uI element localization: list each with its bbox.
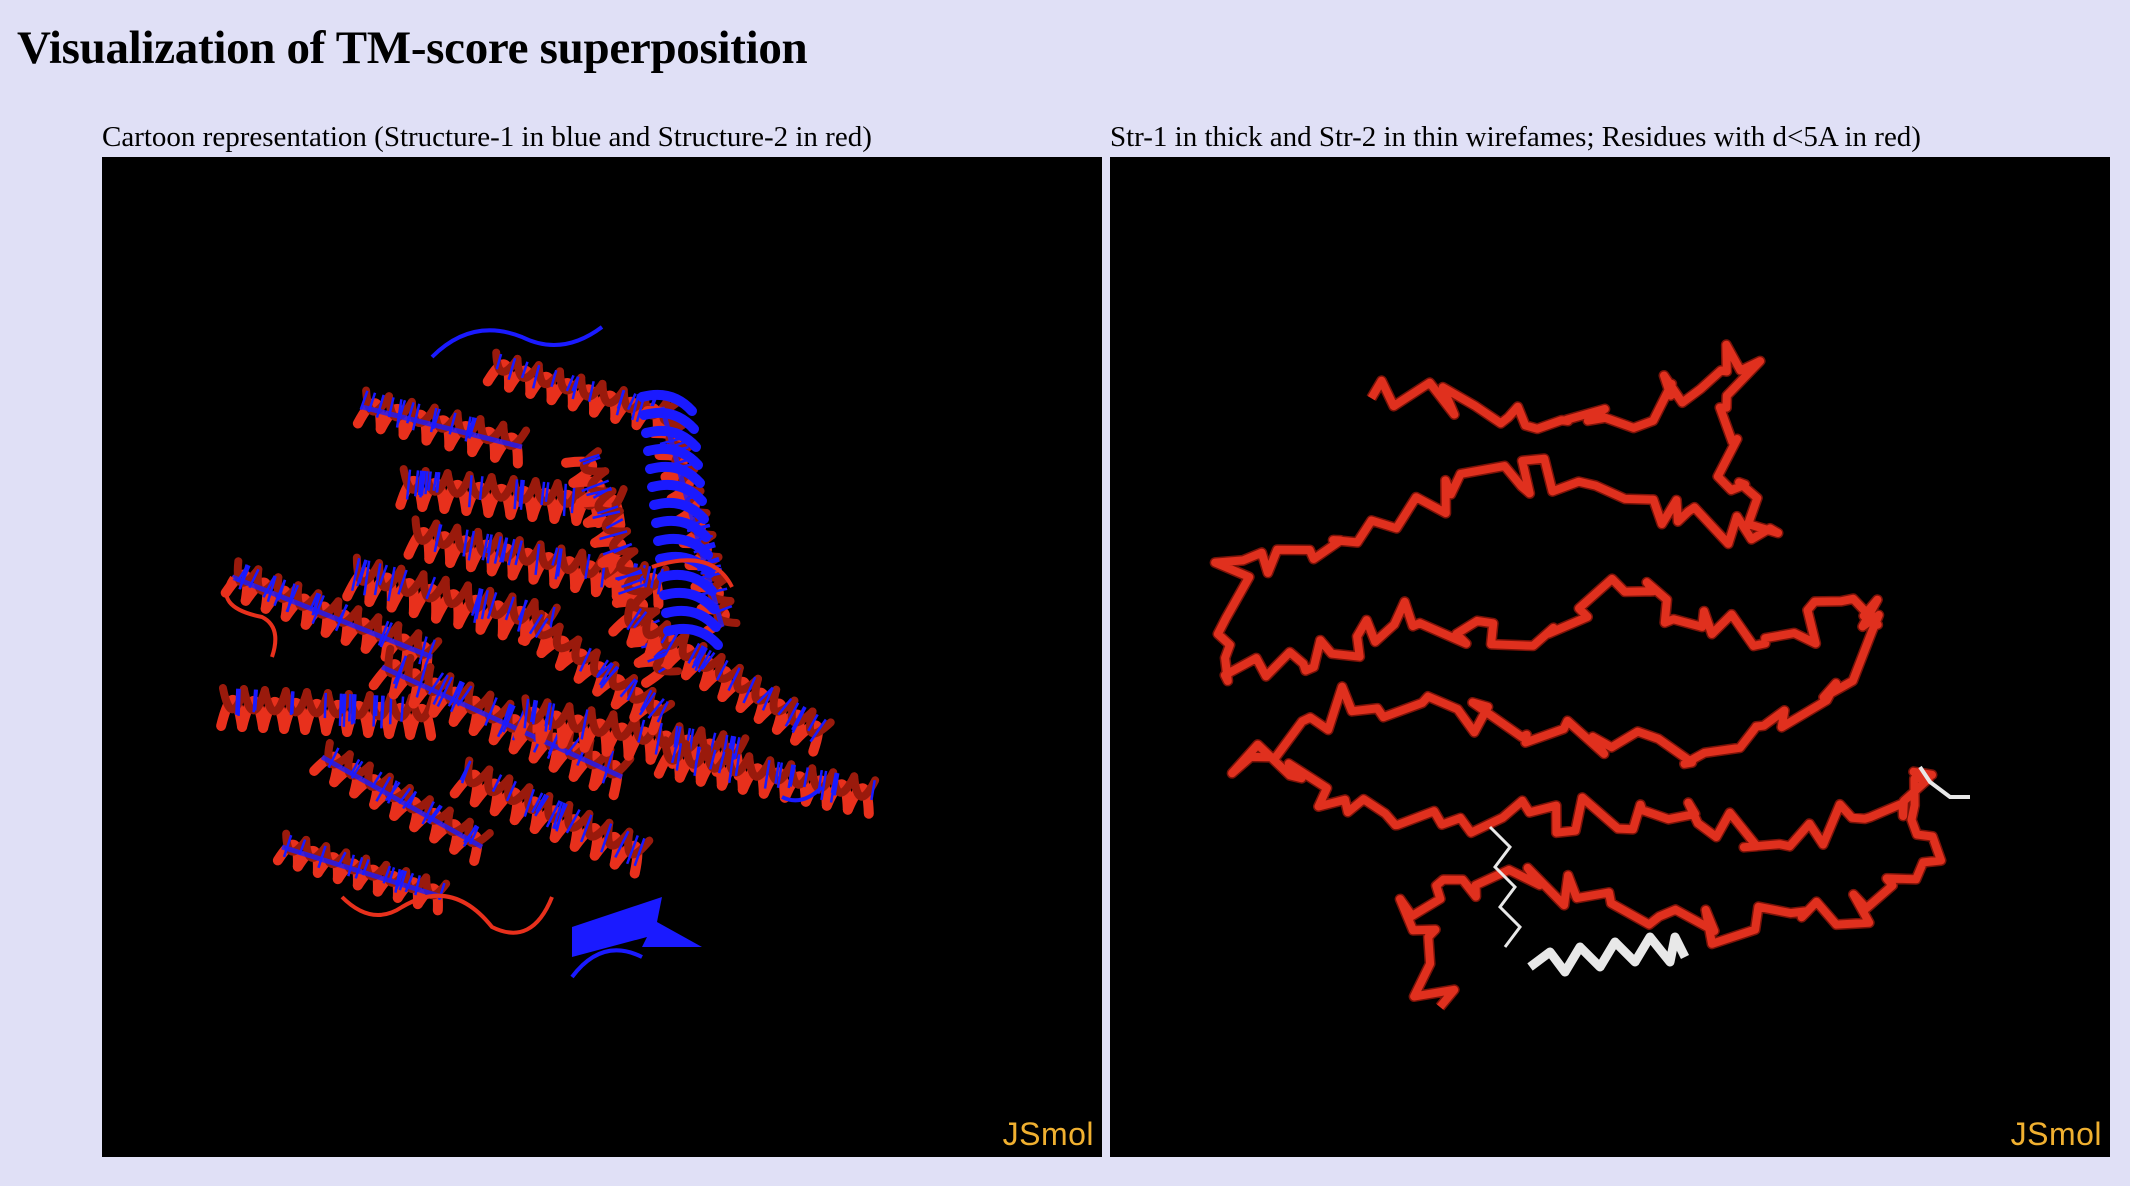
wireframe-structure-render[interactable] [1110, 157, 2110, 1157]
page-title: Visualization of TM-score superposition [17, 22, 808, 74]
wireframe-viewer[interactable]: JSmol [1110, 157, 2110, 1157]
cartoon-viewer[interactable]: JSmol [102, 157, 1102, 1157]
jsmol-logo: JSmol [2010, 1116, 2102, 1152]
cartoon-structure-render[interactable] [102, 157, 1102, 1157]
wireframe-viewer-label: Str-1 in thick and Str-2 in thin wirefam… [1110, 121, 1921, 153]
jsmol-logo: JSmol [1002, 1116, 1094, 1152]
cartoon-viewer-label: Cartoon representation (Structure-1 in b… [102, 121, 872, 153]
